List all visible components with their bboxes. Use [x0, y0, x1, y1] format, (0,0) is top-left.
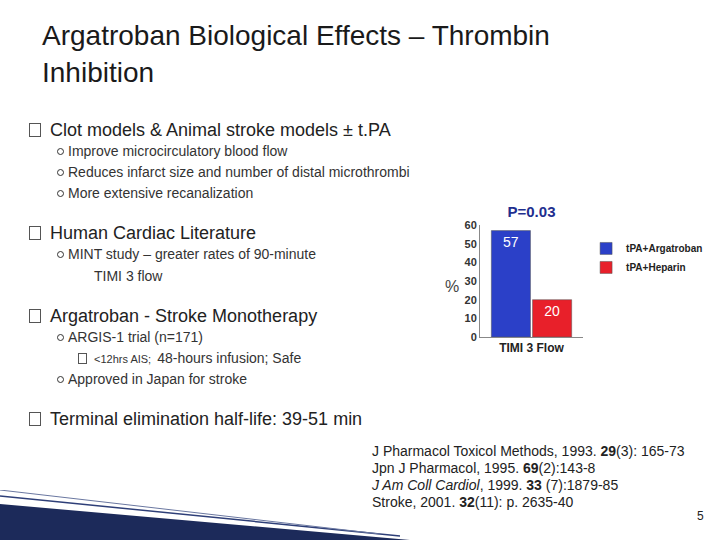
svg-text:50: 50 — [465, 238, 477, 250]
svg-text:%: % — [445, 278, 459, 295]
html-text:Stroke, 2001. 32 (11): p. 2635: Stroke, 2001. 32 (11): p. 2635-40 — [372, 494, 574, 510]
svg-text:20: 20 — [544, 303, 560, 319]
html-text:Argatroban Biological Effects: Argatroban Biological Effects – Thrombin — [42, 20, 550, 51]
svg-text:40: 40 — [465, 256, 477, 268]
svg-text:60: 60 — [465, 219, 477, 231]
html-text:Argatroban - Stroke Monotherap: Argatroban - Stroke Monotherapy — [50, 306, 318, 326]
html-text:Jpn J Pharmacol, 1995. 69 (2):: Jpn J Pharmacol, 1995. 69 (2):143-8 — [372, 460, 596, 476]
svg-text:20: 20 — [465, 294, 477, 306]
svg-text:tPA+Argatroban: tPA+Argatroban — [626, 243, 702, 254]
html-text:<12hrs AIS; 48-hours infusion;: <12hrs AIS; 48-hours infusion; Safe — [94, 350, 302, 366]
html-text:Clot models & Animal stroke mo: Clot models & Animal stroke models ± t.P… — [50, 120, 391, 140]
svg-text:tPA+Heparin: tPA+Heparin — [626, 262, 686, 273]
svg-text:0: 0 — [471, 331, 477, 343]
svg-text:TIMI 3 Flow: TIMI 3 Flow — [499, 341, 564, 355]
html-text:Approved in Japan for stroke: Approved in Japan for stroke — [68, 371, 247, 387]
html-text:J Am Coll Cardiol, 1999. 33 (7: J Am Coll Cardiol, 1999. 33 (7):1879-85 — [372, 477, 619, 493]
svg-text:57: 57 — [503, 234, 519, 250]
html-text:Reduces infarct size and numbe: Reduces infarct size and number of dista… — [68, 164, 410, 180]
html-text:ARGIS-1 trial (n=171): ARGIS-1 trial (n=171) — [68, 329, 203, 345]
html-text:More extensive recanalization: More extensive recanalization — [68, 185, 254, 201]
html-text:Inhibition: Inhibition — [42, 57, 155, 88]
html-text:5: 5 — [697, 509, 704, 523]
html-text:Improve microcirculatory blood: Improve microcirculatory blood flow — [68, 143, 288, 159]
svg-text:P=0.03: P=0.03 — [508, 203, 556, 220]
svg-text:30: 30 — [465, 275, 477, 287]
html-text:J Pharmacol Toxicol Methods, 1: J Pharmacol Toxicol Methods, 1993. 29 (3… — [372, 443, 685, 459]
html-text:TIMI 3 flow: TIMI 3 flow — [94, 268, 163, 284]
html-text:MINT study – greater rates of: MINT study – greater rates of 90-minute — [68, 246, 316, 262]
html-text:Terminal elimination half-life: Terminal elimination half-life: 39-51 mi… — [50, 409, 363, 429]
svg-text:10: 10 — [465, 312, 477, 324]
html-text:Human Cardiac Literature: Human Cardiac Literature — [50, 223, 257, 243]
